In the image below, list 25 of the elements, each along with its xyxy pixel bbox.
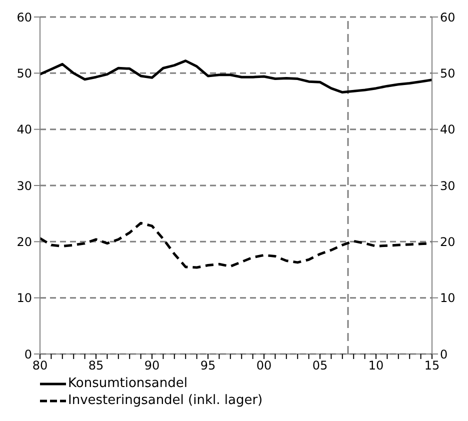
y-tick-label: 50 [16,66,32,80]
y2-tick-label: 20 [440,234,456,249]
y2-tick-label: 0 [440,347,448,362]
y2-tick-label: 10 [440,291,456,306]
y2-tick-label: 40 [440,122,456,137]
x-tick-label: 10 [368,358,384,373]
y2-tick-label: 60 [440,10,456,24]
legend-label: Konsumtionsandel [68,376,188,391]
x-tick-label: 90 [144,358,160,373]
x-tick-label: 00 [256,358,272,373]
y2-tick-label: 30 [440,178,456,193]
y2-tick-label: 50 [440,66,456,80]
legend-label: Investeringsandel (inkl. lager) [68,393,263,408]
y-tick-label: 0 [24,347,32,362]
y-tick-label: 40 [16,122,32,137]
y-tick-label: 60 [16,10,32,24]
y-tick-label: 20 [16,234,32,249]
x-tick-label: 15 [424,358,440,373]
x-tick-label: 95 [200,358,216,373]
line-series [40,60,432,94]
x-tick-label: 85 [88,358,104,373]
x-tick-label: 80 [32,358,48,373]
y-tick-label: 10 [16,291,32,306]
x-tick-label: 05 [312,358,328,373]
y-tick-label: 30 [16,178,32,193]
